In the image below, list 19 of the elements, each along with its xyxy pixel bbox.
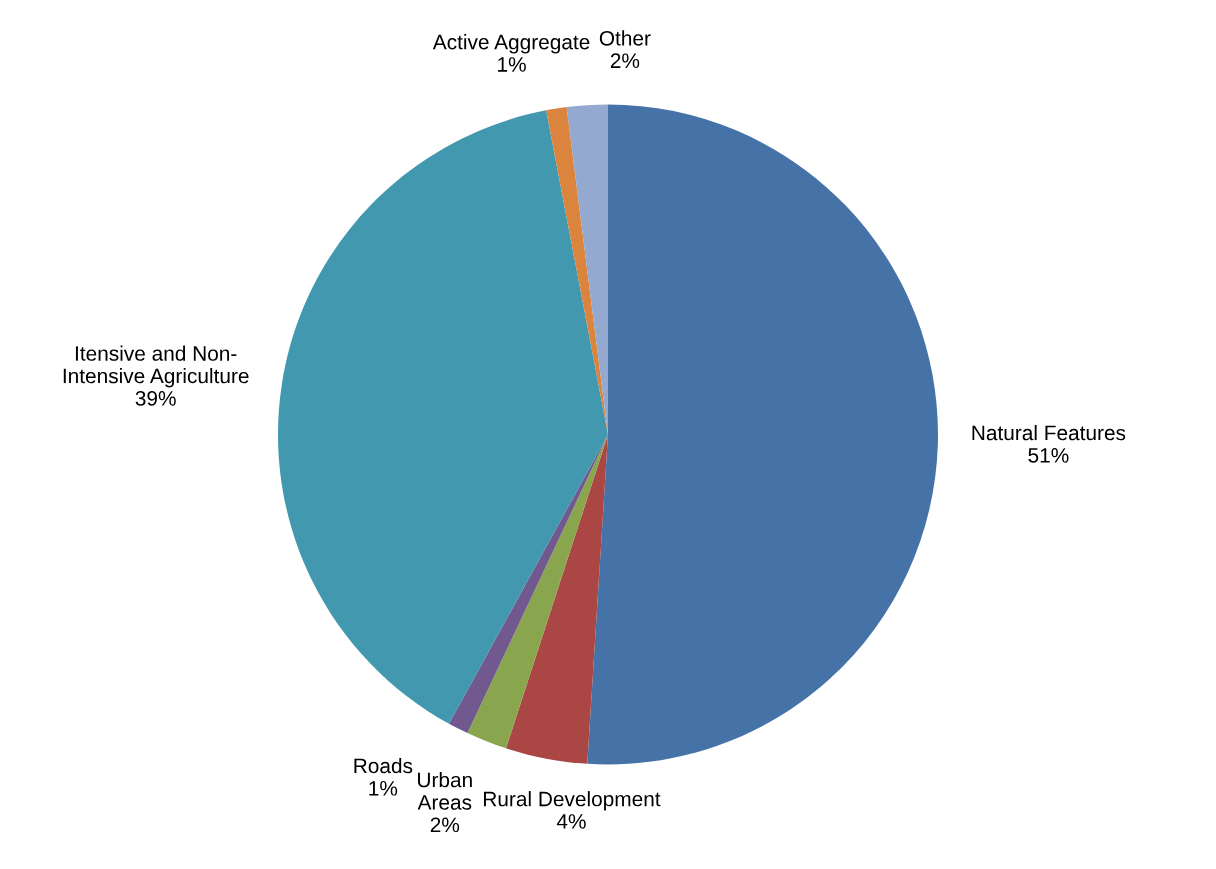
slice-label: Active Aggregate (432, 34, 590, 54)
slice-label: Rural Development (483, 791, 661, 811)
slice-label: Natural Features (972, 424, 1126, 441)
slice-label: Other (599, 30, 651, 46)
data-label: 39% (135, 390, 176, 406)
data-label: 51% (1028, 448, 1069, 463)
data-label: 1% (369, 781, 398, 796)
pie-slice (587, 104, 938, 765)
data-label: 2% (430, 817, 460, 833)
data-label: 2% (610, 53, 640, 69)
pie-slice (278, 110, 608, 724)
pie-slice (546, 107, 608, 435)
slice-label: Roads (354, 757, 413, 774)
data-label: 1% (498, 57, 526, 72)
pie-slice (449, 434, 608, 734)
pie-slice (506, 434, 608, 764)
slice-label: Urban Areas (417, 772, 472, 810)
slice-label: Itensive and Non- Intensive Agriculture (63, 345, 249, 388)
data-label: 4% (556, 814, 586, 829)
